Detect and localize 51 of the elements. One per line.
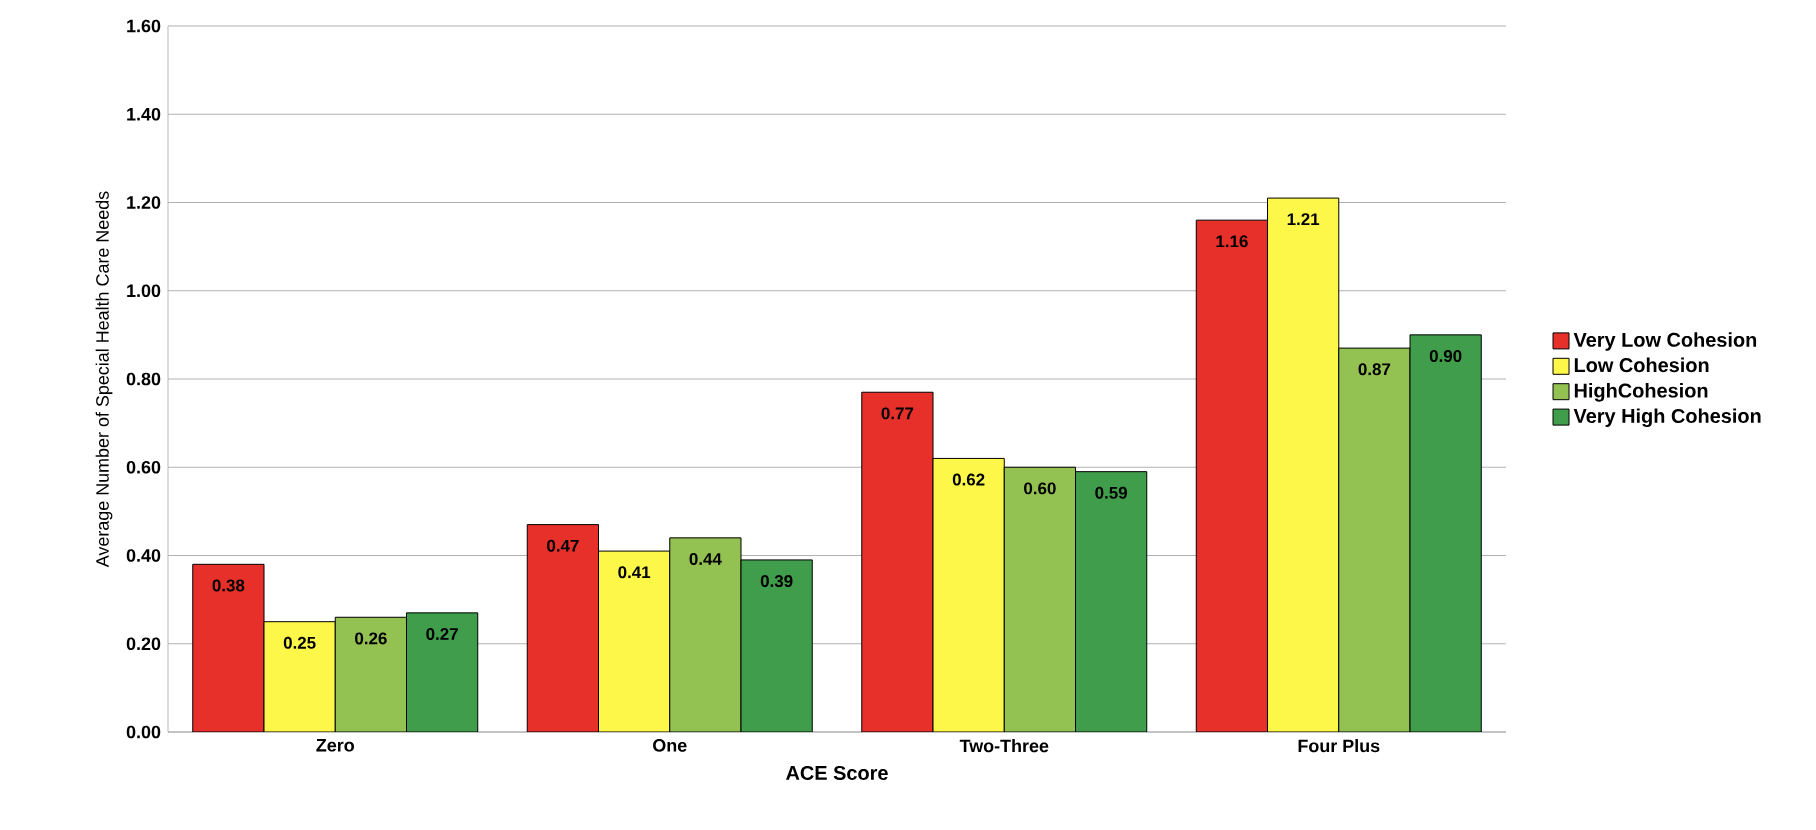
data-label: 0.44 bbox=[689, 553, 722, 565]
bar bbox=[932, 457, 1005, 732]
legend-label: Very Low Cohesion bbox=[1573, 332, 1757, 351]
bar bbox=[1409, 334, 1482, 732]
data-label: 0.38 bbox=[212, 579, 245, 592]
y-tick-label: 1.40 bbox=[127, 107, 161, 121]
x-axis-title: ACE Score bbox=[786, 765, 888, 780]
x-tick-label: Two-Three bbox=[959, 739, 1049, 753]
bar bbox=[1195, 219, 1269, 732]
bar bbox=[861, 391, 934, 732]
bar bbox=[1338, 347, 1411, 732]
data-label: 0.60 bbox=[1024, 482, 1056, 495]
bar bbox=[1075, 471, 1148, 732]
y-tick-label: 1.60 bbox=[127, 19, 161, 33]
bar bbox=[263, 621, 336, 732]
bar bbox=[598, 550, 671, 732]
data-label: 0.26 bbox=[355, 632, 387, 645]
x-tick-label: Four Plus bbox=[1298, 739, 1380, 753]
data-label: 1.21 bbox=[1287, 213, 1320, 226]
legend-label: Very High Cohesion bbox=[1573, 408, 1761, 428]
y-tick-label: 1.20 bbox=[127, 196, 161, 209]
y-tick-label: 0.20 bbox=[126, 637, 161, 651]
data-label: 0.39 bbox=[760, 575, 793, 588]
data-label: 0.77 bbox=[881, 407, 914, 420]
data-label: 0.47 bbox=[547, 539, 579, 552]
x-tick-label: Zero bbox=[316, 739, 354, 752]
y-tick-label: 0.40 bbox=[126, 549, 161, 562]
y-axis-title: Average Number of Special Health Care Needs bbox=[95, 191, 113, 568]
y-tick-label: 0.00 bbox=[126, 725, 161, 739]
data-label: 1.16 bbox=[1216, 235, 1248, 248]
legend-label: Low Cohesion bbox=[1574, 357, 1709, 373]
bar bbox=[334, 616, 407, 732]
bar bbox=[669, 537, 742, 732]
bar bbox=[1267, 197, 1340, 732]
y-tick-label: 1.00 bbox=[127, 284, 161, 298]
legend-label: HighCohesion bbox=[1574, 382, 1708, 402]
data-label: 0.90 bbox=[1429, 350, 1462, 362]
bar bbox=[192, 563, 265, 732]
data-label: 0.25 bbox=[283, 636, 316, 649]
data-label: 0.62 bbox=[952, 473, 985, 486]
data-label: 0.27 bbox=[426, 628, 458, 640]
data-label: 0.87 bbox=[1358, 363, 1391, 376]
x-tick-label: One bbox=[653, 739, 687, 752]
data-label: 0.59 bbox=[1095, 486, 1127, 499]
bar bbox=[406, 612, 479, 732]
bar bbox=[1003, 466, 1077, 732]
y-tick-label: 0.80 bbox=[126, 372, 161, 386]
bar bbox=[740, 559, 813, 732]
data-label: 0.41 bbox=[618, 566, 651, 579]
bar bbox=[526, 524, 600, 732]
y-tick-label: 0.60 bbox=[126, 460, 161, 474]
